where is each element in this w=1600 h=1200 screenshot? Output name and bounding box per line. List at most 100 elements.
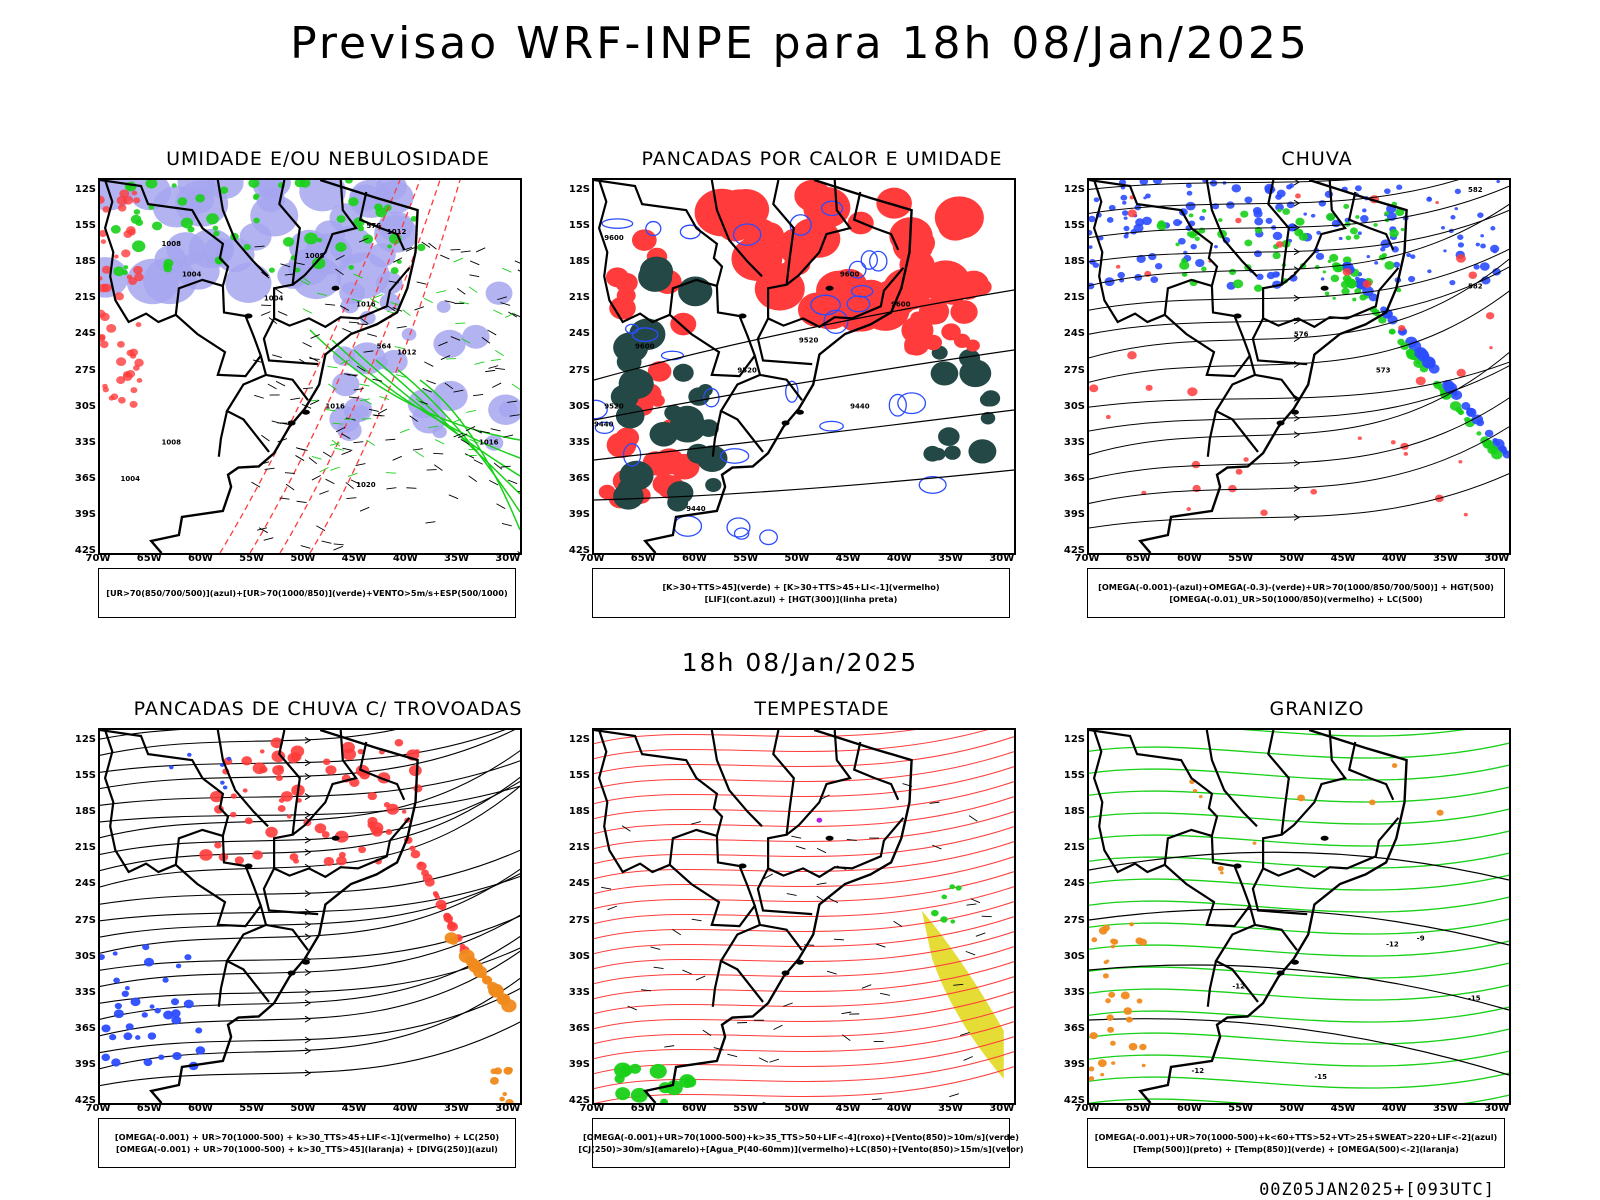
data-patch [1156,221,1167,231]
wind-vector [786,893,797,896]
lat-tick-label: 15S [568,770,590,782]
wind-vector [436,290,447,294]
temp850-contour [1089,962,1509,979]
wind-vector [453,389,464,393]
streamline [100,914,520,988]
data-patch [1243,457,1249,462]
data-patch [1220,871,1224,875]
country-border [100,180,270,453]
lake [1233,863,1242,869]
data-patch [459,943,466,949]
data-patch [938,427,960,446]
data-patch [195,1046,206,1055]
data-patch [1275,203,1284,212]
data-patch [618,368,654,400]
lon-tick-label: 70W [85,1103,111,1114]
country-border [100,730,270,1003]
wind-vector [444,300,455,304]
data-patch [1359,294,1367,301]
data-patch [670,312,697,336]
legend-chuva: [OMEGA(-0.001)-(azul)+OMEGA(-0.3)-(verde… [1087,568,1505,618]
data-patch [385,829,393,835]
data-patch [1226,201,1235,209]
wind-vector [366,439,376,446]
data-patch [234,856,244,865]
lake [1233,313,1242,319]
data-patch [1341,287,1350,295]
data-patch [1327,259,1332,263]
data-patch [111,1058,121,1067]
country-border [175,863,262,928]
lat-tick-label: 39S [1063,1058,1085,1070]
lif-contour [848,260,867,279]
lif-contour [733,527,750,540]
data-patch [413,784,423,793]
data-patch [954,276,982,300]
lat-tick-label: 18S [74,256,96,268]
data-patch [941,323,961,341]
wind-vector [489,479,499,486]
data-patch [1450,215,1456,220]
data-patch [1435,200,1439,205]
data-patch [1436,809,1444,816]
wind-vector [469,274,480,278]
lat-tick-label: 27S [568,914,590,926]
data-patch [1468,271,1478,279]
data-patch [143,1058,153,1067]
wind-vector [500,302,511,306]
lake [1276,970,1285,976]
wind-vector [367,333,377,337]
country-border [273,180,411,329]
wind-vector [464,453,475,459]
data-patch [1314,265,1320,270]
lake [795,409,804,415]
wind-vector [385,438,396,441]
lon-tick-label: 70W [85,553,111,564]
wind-vector [440,355,451,360]
country-border [756,867,813,916]
data-patch [1231,184,1242,193]
streamline-arrow [304,1015,311,1023]
wind-vector [653,966,664,969]
lc-contour [594,730,988,760]
coastline [642,730,913,1103]
data-patch [614,1062,632,1078]
wind-vector [691,918,702,922]
lon-tick-label: 60W [681,1103,707,1114]
data-patch [1235,217,1242,224]
data-patch [1403,452,1409,456]
data-patch [225,262,272,303]
wind-vector [473,393,484,397]
wind-vector [966,903,977,906]
lc-contour [594,856,1014,895]
data-patch [253,217,260,224]
data-patch [1405,348,1415,357]
data-patch [145,180,158,189]
data-patch [113,266,125,277]
panel-granizo: GRANIZO 12S 15S 18S 21S 24S 27S 30S 33S 36S 39S 42… [1063,698,1567,1198]
data-patch [213,230,220,237]
wind-vector [290,397,301,401]
data-patch [286,814,292,819]
lat-tick-label: 42S [568,1095,590,1106]
wind-vector [445,358,457,360]
wind-vector [650,946,661,950]
lake [825,835,834,841]
data-patch [130,997,141,1007]
data-patch [252,180,282,199]
data-patch [931,909,939,917]
data-patch [1232,279,1244,289]
data-patch [113,1009,124,1019]
data-patch [1471,414,1484,425]
streamline [1089,426,1509,505]
lif-contour [810,294,841,316]
data-patch [1391,763,1398,768]
data-patch [667,481,694,505]
data-patch [1342,274,1352,283]
data-patch [1105,414,1111,420]
data-patch [1135,937,1144,945]
data-patch [1318,200,1327,207]
lc-contour [594,946,1014,985]
coastline [1137,730,1408,1103]
data-patch [1289,224,1297,232]
